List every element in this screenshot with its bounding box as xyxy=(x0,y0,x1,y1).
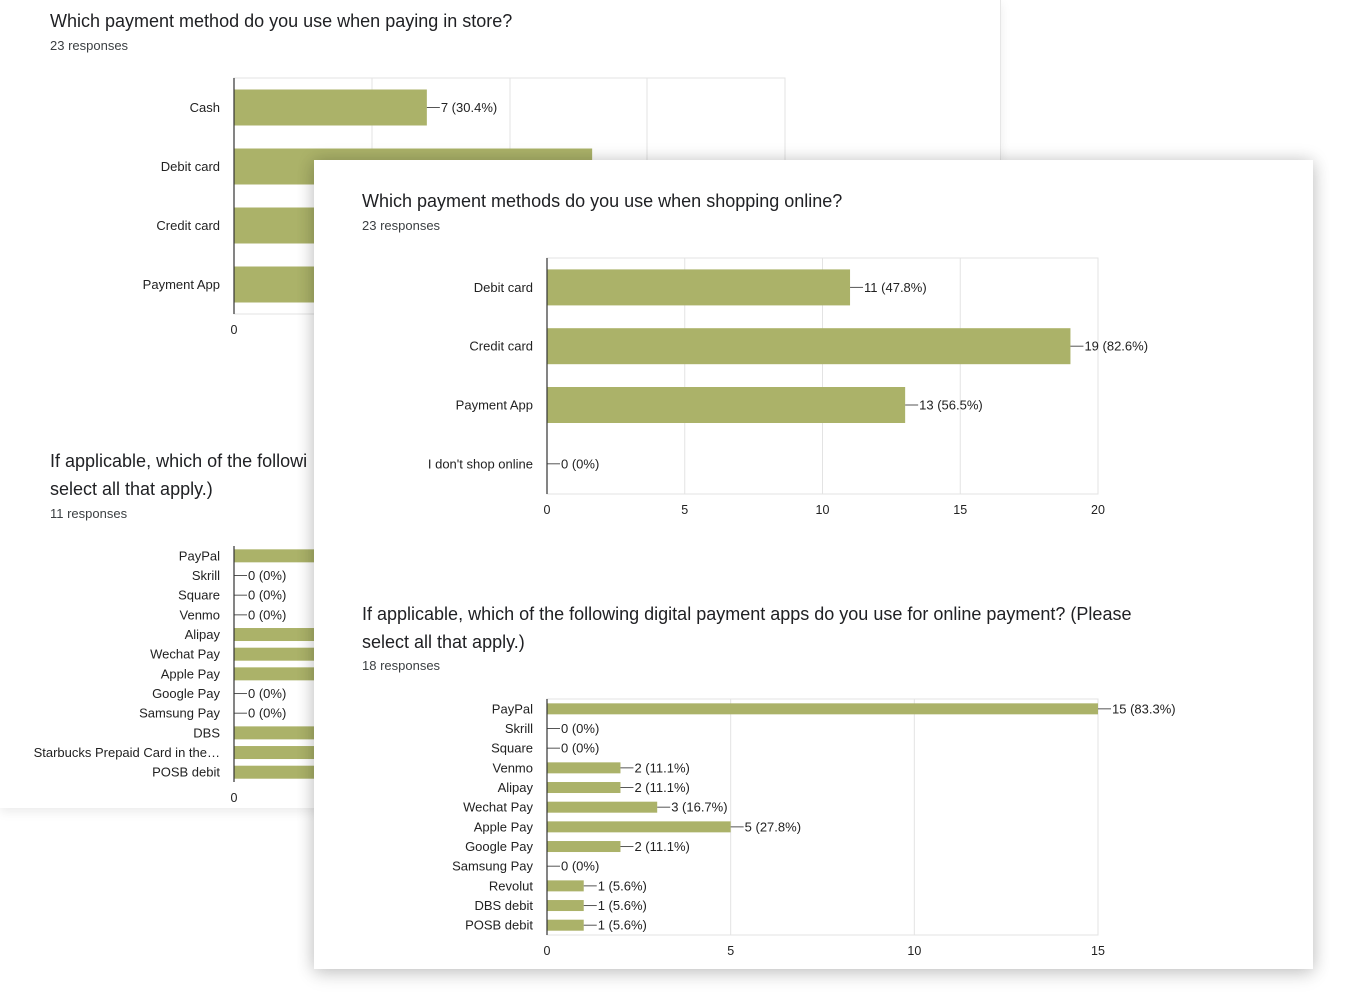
online-apps-category-label: Wechat Pay xyxy=(463,800,533,815)
online-chart-marks: Debit card 11 (47.8%) Credit card 19 (82.6%… xyxy=(428,257,1148,517)
online-response-count: 23 responses xyxy=(362,218,441,233)
online-apps-data-label: 0 (0%) xyxy=(561,721,599,736)
online-x-tick-label: 10 xyxy=(816,503,830,517)
instore-apps-data-label: 0 (0%) xyxy=(248,706,286,721)
online-apps-response-count: 18 responses xyxy=(362,658,441,673)
online-apps-category-label: Skrill xyxy=(505,721,533,736)
online-apps-data-label: 15 (83.3%) xyxy=(1112,701,1176,716)
instore-data-label: 7 (30.4%) xyxy=(441,100,497,115)
online-apps-bar xyxy=(547,900,584,912)
instore-apps-data-label: 0 (0%) xyxy=(248,588,286,603)
online-category-label: Credit card xyxy=(469,339,533,354)
online-apps-bar-chart: PayPal 15 (83.3%) Skrill 0 (0%) Square 0 (0%)… xyxy=(452,698,1176,958)
instore-apps-category-label: DBS xyxy=(193,725,220,740)
instore-apps-category-label: Google Pay xyxy=(152,686,220,701)
online-apps-data-label: 1 (5.6%) xyxy=(598,898,647,913)
online-apps-bar xyxy=(547,801,658,813)
online-category-label: I don't shop online xyxy=(428,456,533,471)
online-apps-bar xyxy=(547,841,621,853)
instore-apps-category-label: POSB debit xyxy=(152,765,220,780)
online-apps-category-label: DBS debit xyxy=(474,898,533,913)
online-apps-data-label: 1 (5.6%) xyxy=(598,918,647,933)
instore-apps-category-label: Samsung Pay xyxy=(139,706,220,721)
online-apps-data-label: 0 (0%) xyxy=(561,741,599,756)
instore-apps-x-tick-label: 0 xyxy=(231,791,238,805)
instore-category-label: Credit card xyxy=(156,218,220,233)
instore-category-label: Payment App xyxy=(143,277,220,292)
online-apps-question-title-line2: select all that apply.) xyxy=(362,632,525,652)
online-question-title: Which payment methods do you use when sh… xyxy=(362,191,843,211)
online-apps-category-label: Alipay xyxy=(498,780,534,795)
instore-apps-question-title-line2: select all that apply.) xyxy=(50,479,213,499)
instore-apps-response-count: 11 responses xyxy=(50,506,128,521)
online-apps-data-label: 1 (5.6%) xyxy=(598,878,647,893)
online-apps-data-label: 2 (11.1%) xyxy=(634,780,689,795)
instore-apps-category-label: Skrill xyxy=(192,568,220,583)
online-data-label: 11 (47.8%) xyxy=(864,280,927,295)
instore-category-label: Cash xyxy=(190,100,220,115)
online-apps-category-label: Revolut xyxy=(489,878,533,893)
online-apps-category-label: Apple Pay xyxy=(474,819,534,834)
instore-apps-chart-marks: PayPal Skrill 0 (0%) Square 0 (0%) Venmo 0 (0%… xyxy=(34,546,354,805)
instore-apps-data-label: 0 (0%) xyxy=(248,686,286,701)
online-apps-bar xyxy=(547,703,1098,715)
instore-x-tick-label: 0 xyxy=(231,323,238,337)
online-apps-x-tick-label: 15 xyxy=(1091,944,1105,958)
online-apps-chart-marks: PayPal 15 (83.3%) Skrill 0 (0%) Square 0 (0%)… xyxy=(452,698,1176,958)
instore-apps-data-label: 0 (0%) xyxy=(248,607,286,622)
instore-apps-data-label: 0 (0%) xyxy=(248,568,286,583)
online-bar xyxy=(547,269,851,306)
front-survey-card: Which payment methods do you use when sh… xyxy=(314,160,1313,969)
instore-bar xyxy=(234,89,427,126)
online-apps-category-label: Venmo xyxy=(493,760,533,775)
online-category-label: Payment App xyxy=(456,398,533,413)
online-x-tick-label: 15 xyxy=(953,503,967,517)
instore-apps-question-title-line1: If applicable, which of the followi xyxy=(50,451,308,471)
instore-apps-category-label: Wechat Pay xyxy=(150,647,220,662)
online-apps-category-label: Samsung Pay xyxy=(452,859,533,874)
online-apps-category-label: Google Pay xyxy=(465,839,533,854)
online-apps-bar xyxy=(547,880,584,892)
online-data-label: 0 (0%) xyxy=(561,456,599,471)
instore-apps-category-label: Venmo xyxy=(180,607,220,622)
online-bar xyxy=(547,328,1071,365)
online-apps-category-label: Square xyxy=(491,741,533,756)
online-apps-x-tick-label: 5 xyxy=(727,944,734,958)
online-category-label: Debit card xyxy=(474,280,533,295)
online-apps-data-label: 2 (11.1%) xyxy=(634,839,689,854)
instore-apps-category-label: Square xyxy=(178,588,220,603)
instore-apps-category-label: Apple Pay xyxy=(161,666,221,681)
instore-apps-category-label: Alipay xyxy=(185,627,221,642)
instore-category-label: Debit card xyxy=(161,159,220,174)
instore-apps-category-label: PayPal xyxy=(179,548,220,563)
instore-question-title: Which payment method do you use when pay… xyxy=(50,11,513,31)
online-apps-data-label: 0 (0%) xyxy=(561,859,599,874)
online-apps-question-title-line1: If applicable, which of the following di… xyxy=(362,604,1132,624)
online-apps-x-tick-label: 0 xyxy=(544,944,551,958)
online-x-tick-label: 5 xyxy=(681,503,688,517)
online-apps-data-label: 3 (16.7%) xyxy=(671,800,727,815)
online-apps-category-label: PayPal xyxy=(492,701,533,716)
online-data-label: 19 (82.6%) xyxy=(1084,339,1148,354)
online-apps-data-label: 2 (11.1%) xyxy=(634,760,689,775)
instore-apps-category-label: Starbucks Prepaid Card in the… xyxy=(34,745,220,760)
instore-response-count: 23 responses xyxy=(50,38,129,53)
online-apps-bar xyxy=(547,762,621,774)
online-x-tick-label: 20 xyxy=(1091,503,1105,517)
online-apps-x-tick-label: 10 xyxy=(907,944,921,958)
online-apps-bar xyxy=(547,919,584,931)
online-apps-bar xyxy=(547,821,731,833)
online-x-tick-label: 0 xyxy=(544,503,551,517)
online-bar xyxy=(547,387,906,423)
online-bar-chart: Debit card 11 (47.8%) Credit card 19 (82.6%… xyxy=(428,257,1148,517)
online-apps-data-label: 5 (27.8%) xyxy=(745,819,801,834)
online-data-label: 13 (56.5%) xyxy=(919,398,983,413)
online-apps-category-label: POSB debit xyxy=(465,918,533,933)
online-apps-bar xyxy=(547,782,621,794)
